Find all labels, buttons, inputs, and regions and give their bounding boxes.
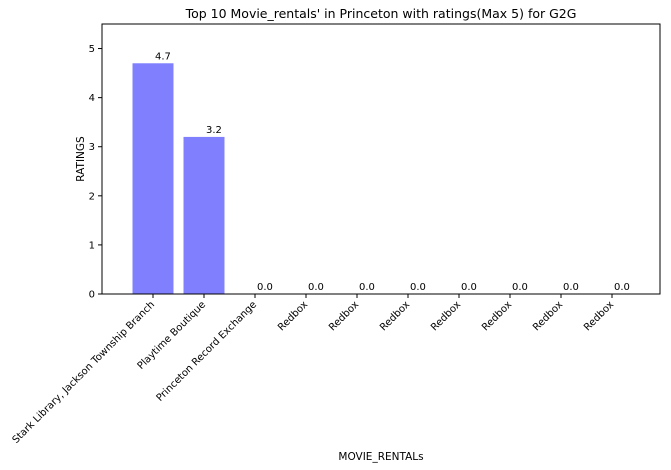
- x-tick-label: Princeton Record Exchange: [155, 299, 260, 404]
- chart-title: Top 10 Movie_rentals' in Princeton with …: [185, 6, 577, 21]
- x-tick-label: Stark Library, Jackson Township Branch: [11, 299, 158, 446]
- y-tick-label: 0: [89, 290, 95, 301]
- data-label: 0.0: [308, 282, 324, 293]
- data-label: 0.0: [410, 282, 426, 293]
- data-label: 0.0: [614, 282, 630, 293]
- data-label: 0.0: [359, 282, 375, 293]
- data-label: 0.0: [563, 282, 579, 293]
- y-axis-label: RATINGS: [75, 136, 87, 182]
- x-tick-label: Redbox: [327, 299, 361, 333]
- y-tick-label: 4: [89, 93, 95, 104]
- y-tick-label: 1: [89, 240, 95, 251]
- y-tick-label: 2: [89, 191, 95, 202]
- y-tick-label: 5: [89, 44, 95, 55]
- bar: [183, 136, 225, 294]
- x-tick-label: Redbox: [531, 299, 565, 333]
- bar: [132, 63, 174, 294]
- data-label: 3.2: [206, 125, 222, 136]
- x-axis-label: MOVIE_RENTALs: [338, 451, 423, 463]
- x-tick-label: Redbox: [480, 299, 514, 333]
- data-label: 0.0: [257, 282, 273, 293]
- data-label: 0.0: [512, 282, 528, 293]
- x-tick-label: Redbox: [378, 299, 412, 333]
- data-label: 0.0: [461, 282, 477, 293]
- x-tick-label: Redbox: [429, 299, 463, 333]
- data-label: 4.7: [155, 51, 171, 62]
- plot-area: 0 1 2 3 4 5 4.7 Stark Library, Jackson Township…: [11, 44, 630, 446]
- plot-frame: [101, 23, 661, 295]
- x-tick-label: Redbox: [582, 299, 616, 333]
- y-tick-label: 3: [89, 142, 95, 153]
- x-tick-label: Redbox: [276, 299, 310, 333]
